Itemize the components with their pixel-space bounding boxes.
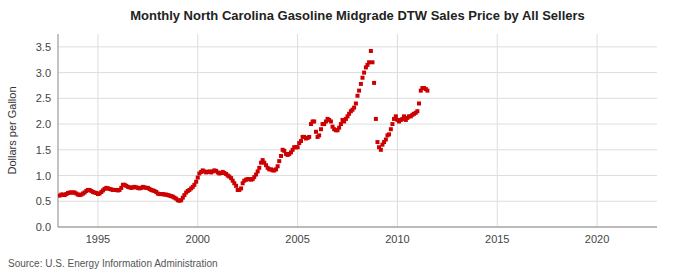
x-tick-label: 2020	[585, 233, 609, 245]
point	[372, 81, 376, 85]
grid-line-x	[397, 34, 398, 227]
point	[370, 60, 374, 64]
point	[359, 82, 363, 86]
point	[299, 139, 303, 143]
point	[319, 127, 323, 131]
point	[369, 49, 373, 53]
y-tick-label: 3.0	[36, 67, 51, 79]
point	[317, 133, 321, 137]
point	[329, 119, 333, 123]
y-tick-label: 0.0	[36, 221, 51, 233]
point	[389, 127, 393, 131]
point	[234, 184, 238, 188]
point	[257, 166, 261, 170]
x-tick-label: 2010	[385, 233, 409, 245]
point	[239, 186, 243, 190]
point	[374, 117, 378, 121]
title: Monthly North Carolina Gasoline Midgrade…	[130, 8, 585, 23]
point	[354, 101, 358, 105]
point	[352, 106, 356, 110]
point	[312, 119, 316, 123]
point	[256, 169, 260, 173]
point	[277, 159, 281, 163]
x-axis-line	[58, 227, 657, 228]
grid-line-x	[197, 34, 198, 227]
x-tick-label: 2000	[186, 233, 210, 245]
grid-line-y	[58, 201, 657, 202]
point	[360, 76, 364, 80]
axes: 0.0 0.5 1.0 1.5 2.0 2.5 3.0 3.5 1995 2000 2005 2010…	[36, 34, 657, 245]
grid-line-y	[58, 98, 657, 99]
grid-line-x	[497, 34, 498, 227]
y-axis-label: Dollars per Gallon	[6, 86, 18, 174]
grid-line-y	[58, 72, 657, 73]
grid-line-x	[97, 34, 98, 227]
grid-line-x	[297, 34, 298, 227]
annotation: Source: U.S. Energy Information Administ…	[8, 258, 218, 269]
point	[337, 126, 341, 130]
x-tick-label: 1995	[86, 233, 110, 245]
y-tick-label: 2.0	[36, 118, 51, 130]
x-tick-label: 2005	[285, 233, 309, 245]
point	[276, 164, 280, 168]
x-tick-label: 2015	[485, 233, 509, 245]
point	[362, 71, 366, 75]
y-axis-line	[58, 34, 59, 227]
point	[357, 89, 361, 93]
y-tick-label: 2.5	[36, 92, 51, 104]
grid-line-y	[58, 227, 657, 228]
point	[356, 94, 360, 98]
grid	[58, 34, 657, 227]
y-tick-label: 3.5	[36, 41, 51, 53]
point	[307, 135, 311, 139]
grid-line-y	[58, 175, 657, 176]
grid-line-y	[58, 124, 657, 125]
grid-line-y	[58, 149, 657, 150]
chart: 0.0 0.5 1.0 1.5 2.0 2.5 3.0 3.5 1995 2000 2005 2010…	[0, 0, 675, 275]
point	[296, 145, 300, 149]
point	[375, 140, 379, 144]
points	[58, 49, 429, 203]
point	[314, 130, 318, 134]
grid-line-y	[58, 46, 657, 47]
point	[379, 148, 383, 152]
point	[384, 138, 388, 142]
point	[417, 101, 421, 105]
point	[390, 122, 394, 126]
y-tick-label: 1.5	[36, 144, 51, 156]
y-tick-label: 1.0	[36, 170, 51, 182]
point	[196, 176, 200, 180]
grid-line-x	[597, 34, 598, 227]
point	[279, 154, 283, 158]
point	[415, 109, 419, 113]
point	[194, 180, 198, 184]
point	[387, 132, 391, 136]
y-tick-label: 0.5	[36, 195, 51, 207]
point	[425, 89, 429, 93]
point	[394, 114, 398, 118]
